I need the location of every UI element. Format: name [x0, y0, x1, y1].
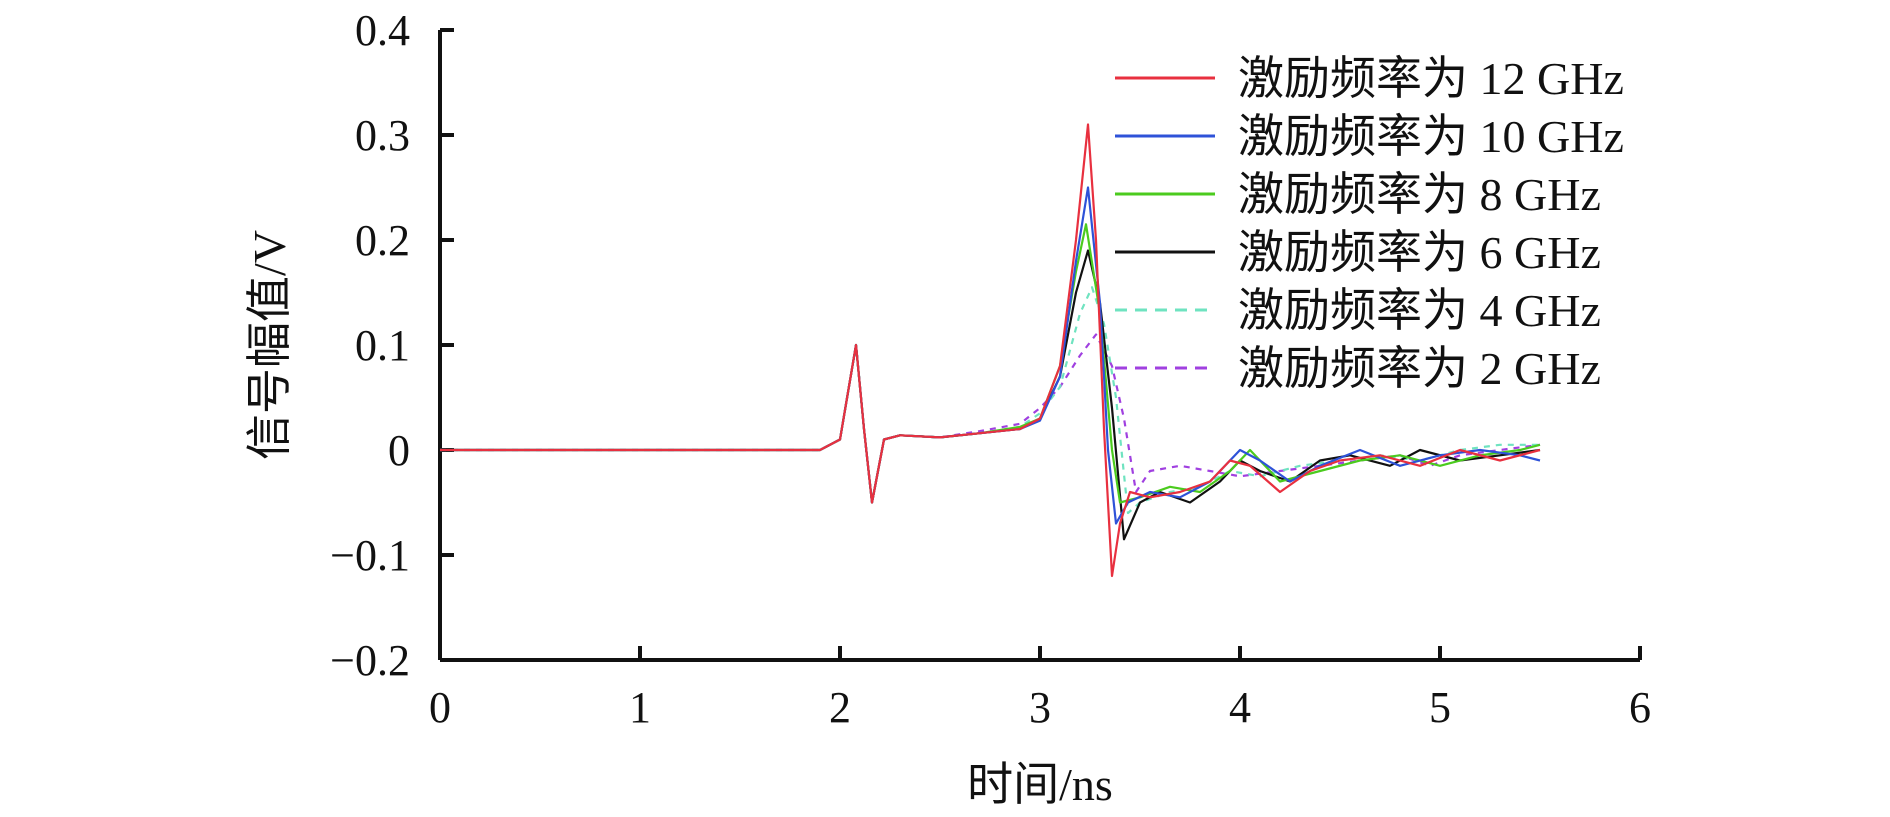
x-tick-label: 1 [629, 683, 651, 732]
series-line [440, 123, 1541, 578]
x-tick-label: 5 [1429, 683, 1451, 732]
legend-label: 激励频率为 4 GHz [1238, 285, 1601, 336]
y-tick-label: 0.4 [355, 6, 410, 55]
x-tick-label: 6 [1629, 683, 1651, 732]
x-axis-title: 时间/ns [967, 759, 1113, 810]
x-tick-label: 0 [429, 683, 451, 732]
series-lines [440, 123, 1541, 578]
y-axis-title: 信号幅值/V [244, 230, 295, 460]
legend-label: 激励频率为 6 GHz [1238, 227, 1601, 278]
x-tick-label: 4 [1229, 683, 1251, 732]
y-tick-label: 0.1 [355, 321, 410, 370]
legend-label: 激励频率为 8 GHz [1238, 169, 1601, 220]
legend: 激励频率为 12 GHz 激励频率为 10 GHz 激励频率为 8 GHz 激励频率为… [1115, 53, 1624, 394]
y-tick-label: −0.2 [330, 636, 410, 685]
x-tick-label: 3 [1029, 683, 1051, 732]
legend-label: 激励频率为 2 GHz [1238, 343, 1601, 394]
y-tick-label: 0.2 [355, 216, 410, 265]
y-tick-label: 0 [388, 426, 410, 475]
y-tick-label: 0.3 [355, 111, 410, 160]
legend-label: 激励频率为 12 GHz [1238, 53, 1624, 104]
y-tick-label: −0.1 [330, 531, 410, 580]
ticks: 0 1 2 3 4 5 6 0.4 0.3 0.2 0.1 0 −0.1 −0.2 [330, 6, 1651, 732]
x-tick-label: 2 [829, 683, 851, 732]
legend-label: 激励频率为 10 GHz [1238, 111, 1624, 162]
